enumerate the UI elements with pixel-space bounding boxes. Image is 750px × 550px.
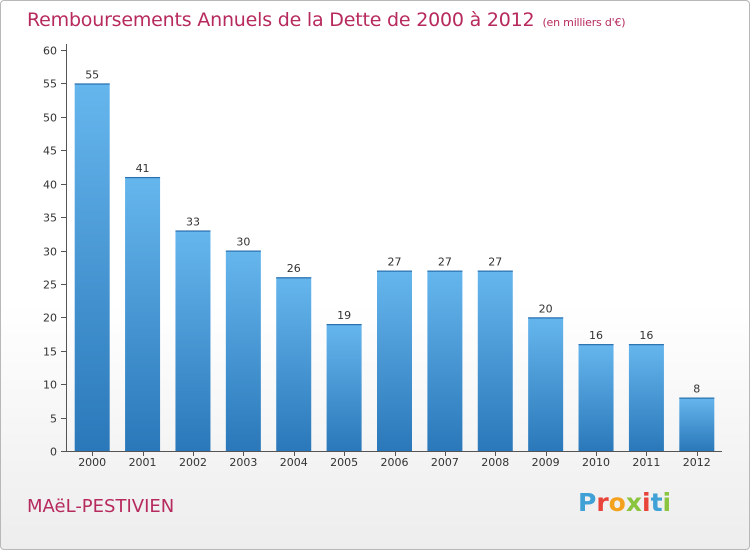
bar-top-edge xyxy=(326,324,362,326)
y-tick-label: 40 xyxy=(43,179,57,192)
x-tick-label: 2009 xyxy=(532,456,560,469)
chart-subtitle: (en milliers d'€) xyxy=(542,16,626,29)
y-tick-label: 45 xyxy=(43,145,57,158)
bar-top-edge xyxy=(528,317,564,319)
logo-letter: t xyxy=(650,488,663,517)
logo-letter: o xyxy=(608,488,626,517)
x-tick-label: 2010 xyxy=(582,456,610,469)
bar xyxy=(225,250,261,451)
y-tick-label: 20 xyxy=(43,312,57,325)
logo-letter: i xyxy=(642,488,651,517)
bar xyxy=(377,270,412,451)
bar-value-label: 27 xyxy=(488,256,502,269)
bar-value-label: 27 xyxy=(438,256,452,269)
bar xyxy=(528,317,564,451)
bar xyxy=(477,270,513,451)
y-tick-label: 55 xyxy=(43,78,57,91)
bar-value-label: 33 xyxy=(186,215,200,228)
y-tick-label: 10 xyxy=(43,379,57,392)
y-tick-label: 60 xyxy=(43,45,57,58)
x-tick-label: 2000 xyxy=(78,456,106,469)
chart-title: Remboursements Annuels de la Dette de 20… xyxy=(27,9,626,31)
y-tick-label: 30 xyxy=(43,246,57,259)
bar xyxy=(326,324,362,451)
logo-letter: P xyxy=(578,488,597,517)
bar-value-label: 19 xyxy=(337,309,351,322)
bar-top-edge xyxy=(74,83,110,85)
y-tick-label: 15 xyxy=(43,346,57,359)
x-tick-label: 2006 xyxy=(381,456,409,469)
y-tick-label: 5 xyxy=(50,413,57,426)
bar-top-edge xyxy=(628,344,664,346)
bar-top-edge xyxy=(175,230,211,232)
x-tick-label: 2008 xyxy=(481,456,509,469)
y-tick-label: 35 xyxy=(43,212,57,225)
bar-value-label: 16 xyxy=(589,329,603,342)
logo-letter: r xyxy=(596,488,609,517)
bar-top-edge xyxy=(427,270,463,272)
bar xyxy=(679,397,715,451)
bar-value-label: 41 xyxy=(136,162,150,175)
bar-top-edge xyxy=(477,270,513,272)
bar xyxy=(427,270,463,451)
x-tick-label: 2003 xyxy=(229,456,257,469)
place-name: MAëL-PESTIVIEN xyxy=(27,496,175,517)
chart-title-text: Remboursements Annuels de la Dette de 20… xyxy=(27,9,535,31)
x-tick-label: 2011 xyxy=(632,456,660,469)
x-tick-label: 2005 xyxy=(330,456,358,469)
bar xyxy=(74,83,110,452)
bar-value-label: 20 xyxy=(539,302,553,315)
bar-top-edge xyxy=(679,397,715,399)
logo-letter: x xyxy=(625,488,642,517)
y-tick-label: 50 xyxy=(43,112,57,125)
bar-top-edge xyxy=(276,277,312,279)
x-tick-label: 2002 xyxy=(179,456,207,469)
bar xyxy=(125,176,161,451)
bar-value-label: 8 xyxy=(693,383,700,396)
bar xyxy=(175,230,211,451)
bar xyxy=(578,344,614,451)
bar xyxy=(628,344,664,451)
bar-value-label: 26 xyxy=(287,262,301,275)
bar-top-edge xyxy=(125,176,161,179)
bar-top-edge xyxy=(225,250,261,252)
bar-value-label: 55 xyxy=(85,68,99,81)
proxiti-logo: Proxiti xyxy=(578,488,671,517)
y-tick-label: 25 xyxy=(43,279,57,292)
bar xyxy=(276,277,312,451)
x-tick-label: 2007 xyxy=(431,456,459,469)
x-tick-label: 2004 xyxy=(280,456,308,469)
bar-value-label: 30 xyxy=(236,236,250,249)
y-tick-label: 0 xyxy=(50,446,57,459)
bar-top-edge xyxy=(377,270,412,272)
x-tick-label: 2001 xyxy=(129,456,157,469)
x-tick-label: 2012 xyxy=(683,456,711,469)
logo-letter: i xyxy=(662,488,672,517)
bar-value-label: 16 xyxy=(639,329,653,342)
bar-value-label: 27 xyxy=(388,256,402,269)
bar-top-edge xyxy=(578,344,614,346)
